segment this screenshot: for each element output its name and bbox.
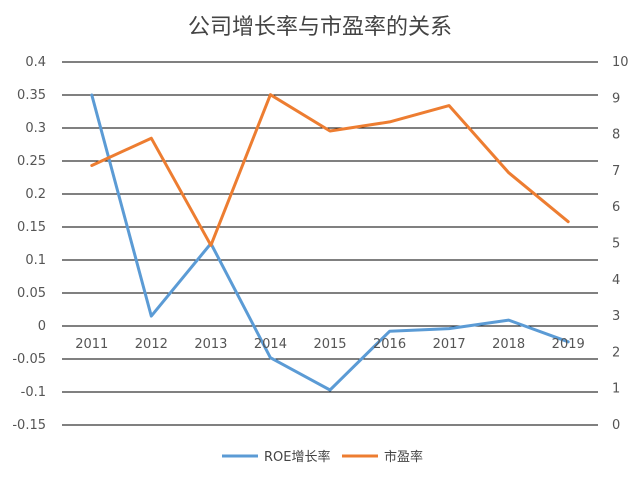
- x-tick-label: 2011: [75, 337, 108, 352]
- right-tick-label: 3: [612, 309, 620, 324]
- left-tick-label: -0.15: [12, 418, 46, 433]
- right-tick-label: 0: [612, 418, 620, 433]
- left-tick-label: 0.2: [25, 187, 46, 202]
- legend: ROE增长率 市盈率: [222, 449, 423, 465]
- legend-label: 市盈率: [384, 449, 423, 465]
- right-tick-label: 7: [612, 164, 620, 179]
- series-line-pe-ratio: [90, 93, 570, 247]
- right-tick-label: 4: [612, 273, 620, 288]
- chart-title: 公司增长率与市盈率的关系: [188, 15, 452, 40]
- x-tick-label: 2012: [135, 337, 168, 352]
- right-tick-label: 6: [612, 200, 620, 215]
- x-tick-label: 2014: [254, 337, 287, 352]
- left-tick-label: -0.1: [21, 385, 46, 400]
- legend-label: ROE增长率: [264, 449, 330, 465]
- right-tick-label: 10: [612, 55, 629, 70]
- x-tick-label: 2016: [373, 337, 406, 352]
- gridlines: [62, 61, 598, 426]
- left-tick-label: 0.05: [17, 286, 46, 301]
- left-tick-label: 0: [38, 319, 46, 334]
- left-tick-label: 0.4: [25, 55, 46, 70]
- right-tick-label: 9: [612, 91, 620, 106]
- x-tick-label: 2013: [194, 337, 227, 352]
- series-lines: [90, 93, 570, 392]
- right-tick-label: 5: [612, 237, 620, 252]
- x-tick-label: 2015: [313, 337, 346, 352]
- left-tick-label: 0.35: [17, 88, 46, 103]
- left-tick-label: 0.3: [25, 121, 46, 136]
- left-tick-label: -0.05: [12, 352, 46, 367]
- right-tick-label: 1: [612, 382, 620, 397]
- left-tick-label: 0.1: [25, 253, 46, 268]
- left-axis-ticks: 0.4 0.35 0.3 0.25 0.2 0.15 0.1 0.05 0 -0.05 -0.1 -0…: [12, 55, 46, 433]
- left-tick-label: 0.25: [17, 154, 46, 169]
- x-tick-label: 2018: [492, 337, 525, 352]
- left-tick-label: 0.15: [17, 220, 46, 235]
- x-tick-label: 2017: [433, 337, 466, 352]
- x-tick-label: 2019: [552, 337, 585, 352]
- right-tick-label: 8: [612, 128, 620, 143]
- x-axis-ticks: 2011 2012 2013 2014 2015 2016 2017 2018 2019: [75, 337, 585, 352]
- series-line-roe-growth: [90, 93, 570, 392]
- right-tick-label: 2: [612, 345, 620, 360]
